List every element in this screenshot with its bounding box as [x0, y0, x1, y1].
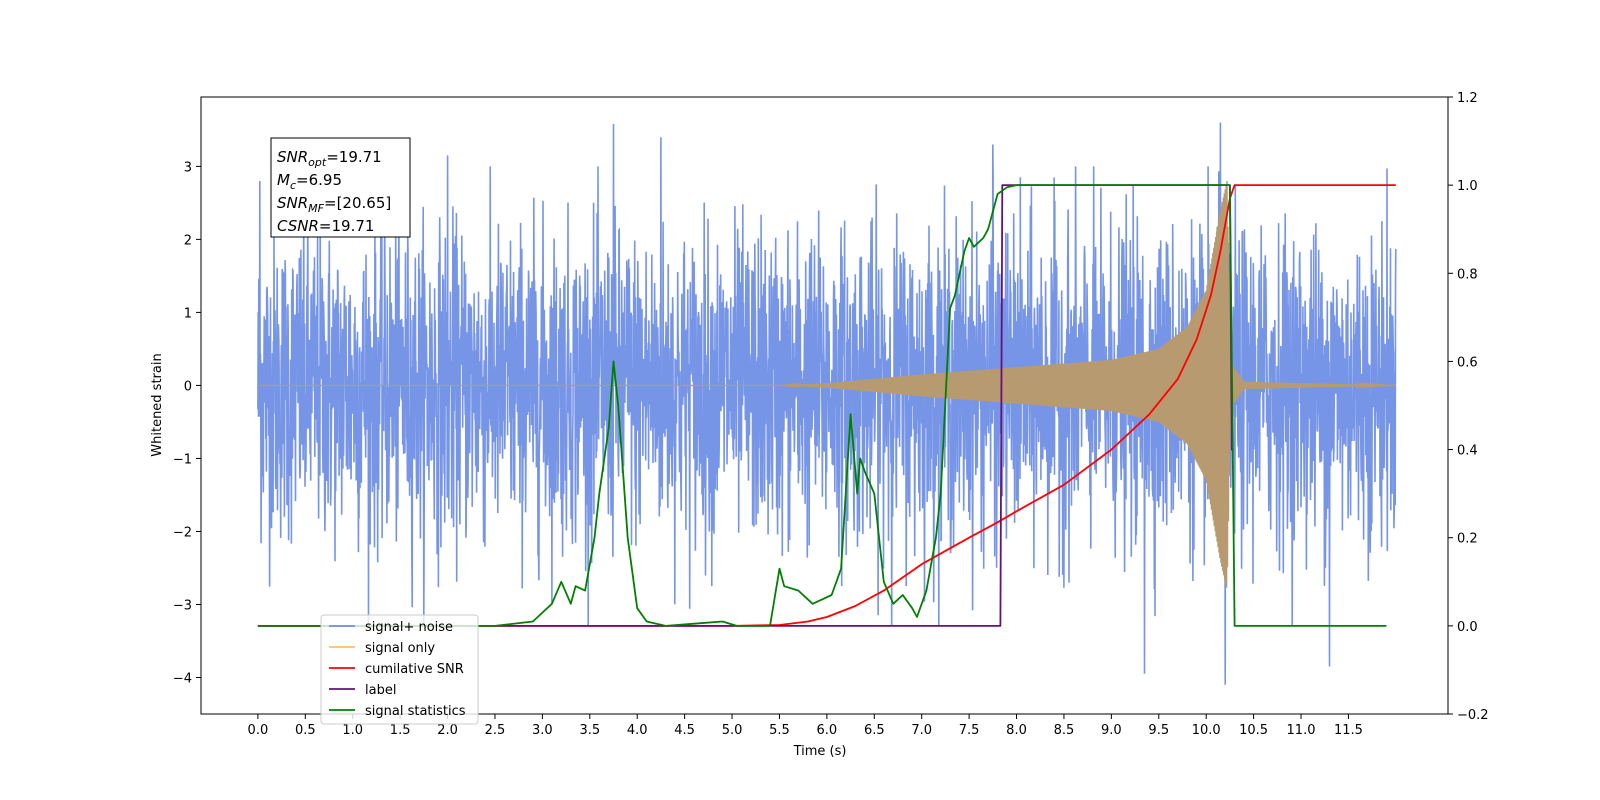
- x-tick-label: 6.0: [817, 723, 838, 738]
- annotation-subscript: opt: [308, 156, 327, 169]
- x-tick-label: 3.5: [579, 723, 600, 738]
- series-signal-statistics: [257, 184, 1387, 627]
- x-tick-label: 2.0: [437, 723, 458, 738]
- x-tick-label: 6.5: [864, 723, 885, 738]
- x-tick-label: 7.5: [959, 723, 980, 738]
- plot-area: [257, 122, 1397, 685]
- x-tick-label: 9.5: [1148, 723, 1169, 738]
- y2-tick-label: −0.2: [1457, 708, 1489, 723]
- legend-frame: [320, 614, 479, 725]
- legend-entry-label: cumilative SNR: [365, 662, 464, 677]
- x-tick-label: 5.5: [769, 723, 790, 738]
- y-axis-right: −0.2 0.0 0.2 0.4 0.6 0.8 1.0 1.2: [1448, 91, 1489, 723]
- annotation-value: =6.95: [296, 171, 342, 189]
- annotation-value: =[20.65]: [324, 194, 391, 212]
- x-tick-label: 1.5: [390, 723, 411, 738]
- y-tick-label: −1: [173, 452, 192, 467]
- annotation-subscript: c: [290, 179, 296, 192]
- annotation-frame: [270, 137, 411, 238]
- x-tick-label: 3.0: [532, 723, 553, 738]
- x-tick-label: 2.5: [485, 723, 506, 738]
- y2-tick-label: 0.8: [1457, 267, 1478, 282]
- x-tick-label: 4.5: [674, 723, 695, 738]
- y2-tick-label: 0.4: [1457, 444, 1478, 459]
- series-cumulative-snr: [257, 184, 1396, 627]
- legend-entry-label: signal+ noise: [365, 620, 453, 635]
- x-tick-label: 10.5: [1239, 723, 1268, 738]
- annotation-value: =19.71: [326, 148, 382, 166]
- x-tick-label: 0.0: [248, 723, 269, 738]
- x-tick-label: 11.5: [1334, 723, 1363, 738]
- annotation-value: =19.71: [319, 217, 375, 235]
- legend-entry-label: signal statistics: [365, 704, 466, 719]
- x-tick-label: 5.0: [722, 723, 743, 738]
- y2-tick-label: 0.2: [1457, 532, 1478, 547]
- x-tick-label: 10.0: [1192, 723, 1221, 738]
- annotation-symbol: CSNR: [277, 217, 319, 235]
- x-tick-label: 1.0: [342, 723, 363, 738]
- legend-entry-label: label: [365, 683, 396, 698]
- y-tick-label: 1: [184, 306, 192, 321]
- annotation-symbol: SNR: [277, 148, 308, 166]
- x-tick-label: 7.0: [911, 723, 932, 738]
- annotation-line: SNRMF=[20.65]: [277, 194, 391, 215]
- annotation-subscript: MF: [308, 202, 324, 215]
- y-tick-label: 0: [184, 379, 192, 394]
- x-tick-label: 9.0: [1101, 723, 1122, 738]
- y-tick-label: 3: [184, 160, 192, 175]
- y-axis-label: Whitened strain: [150, 353, 165, 456]
- annotation-line: SNRopt=19.71: [277, 148, 382, 169]
- y-tick-label: −2: [173, 525, 192, 540]
- x-axis-label: Time (s): [793, 744, 847, 759]
- x-tick-label: 8.0: [1006, 723, 1027, 738]
- y2-tick-label: 1.0: [1457, 179, 1478, 194]
- series-signal-only: [257, 180, 1396, 588]
- annotation-line: Mc=6.95: [277, 171, 342, 192]
- x-axis: 0.0 0.5 1.0 1.5 2.0 2.5 3.0 3.5 4.0 4.5 5.0 5.5 6.0 6…: [248, 714, 1363, 738]
- stats-annotation-box: SNRopt=19.71Mc=6.95SNRMF=[20.65]CSNR=19.…: [270, 137, 411, 238]
- plot-frame: [200, 96, 1449, 715]
- x-tick-label: 0.5: [295, 723, 316, 738]
- y-tick-label: −4: [173, 671, 192, 686]
- legend-entry-label: signal only: [365, 641, 435, 656]
- y-tick-label: −3: [173, 598, 192, 613]
- x-tick-label: 4.0: [627, 723, 648, 738]
- legend: signal+ noise signal only cumilative SNR la…: [320, 614, 479, 725]
- annotation-line: CSNR=19.71: [277, 217, 374, 235]
- x-tick-label: 11.0: [1287, 723, 1316, 738]
- y2-tick-label: 0.0: [1457, 620, 1478, 635]
- annotation-symbol: SNR: [277, 194, 308, 212]
- y2-tick-label: 0.6: [1457, 355, 1478, 370]
- x-tick-label: 8.5: [1054, 723, 1075, 738]
- y-tick-label: 2: [184, 233, 192, 248]
- y2-tick-label: 1.2: [1457, 91, 1478, 106]
- y-axis-left: −4 −3 −2 −1 0 1 2 3: [173, 160, 201, 686]
- annotation-symbol: M: [277, 171, 290, 189]
- series-layer: [257, 122, 1397, 685]
